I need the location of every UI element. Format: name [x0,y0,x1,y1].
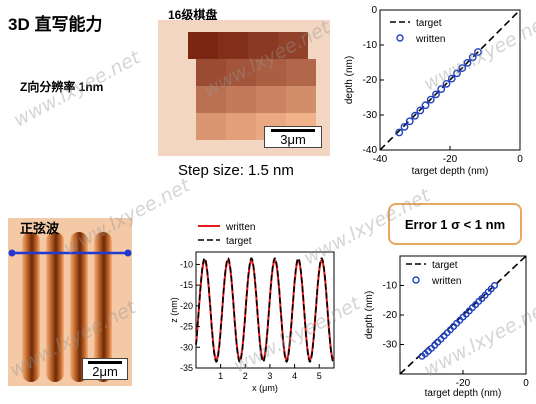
written-point [432,90,440,99]
sine-ridge [70,232,88,382]
checker-cell [196,59,226,86]
y-tick-label: -20 [180,301,193,311]
y-axis-label: z (nm) [169,297,179,323]
x-tick-label: 0 [523,378,529,389]
legend-target-label: target [432,260,458,271]
y-axis-label: depth (nm) [364,291,375,339]
x-tick-label: 5 [317,371,322,381]
x-tick-label: 1 [218,371,223,381]
sine-ridge [46,232,64,382]
x-tick-label: -40 [373,154,388,165]
step-size-label: Step size: 1.5 nm [178,162,294,179]
y-tick-label: 0 [371,5,377,16]
x-tick-label: 2 [243,371,248,381]
y-tick-label: -40 [363,145,378,156]
y-axis-label: depth (nm) [344,56,355,104]
y-tick-label: -25 [180,322,193,332]
x-axis-label: target depth (nm) [412,166,489,177]
legend-written-label: written [431,276,461,287]
bottom-depth-chart: -20 0 -30 -20 -10 target depth (nm) depth (nm)… [364,255,529,399]
written-point [405,117,414,126]
sine-label: 正弦波 [20,221,60,236]
checker-cell [196,113,226,140]
x-tick-label: 0 [517,154,523,165]
legend-written-swatch [412,276,420,284]
x-tick-label: -20 [456,378,471,389]
sine-scale-bar: 2μm [82,358,128,380]
written-point [442,79,451,88]
y-tick-label: -10 [383,281,398,292]
y-tick-label: -35 [180,363,193,373]
y-tick-label: -30 [180,342,193,352]
legend-target-label: target [226,236,252,247]
written-point [474,48,482,56]
checker-cell [226,59,256,86]
x-axis-label: target depth (nm) [425,388,502,399]
written-point [468,53,477,62]
sine-ridge [22,232,40,382]
written-point [426,95,435,104]
checker-cell [196,86,226,113]
legend-written-swatch [396,34,404,42]
profile-line-start [8,249,16,257]
x-tick-label: -20 [443,154,458,165]
checker-cell [286,59,316,86]
x-tick-label: 4 [292,371,297,381]
written-point [453,69,461,78]
written-point [447,74,456,83]
checker-cell [226,113,256,140]
checker-cell [256,59,286,86]
written-point [400,123,409,131]
checkerboard-caption: 16级棋盘 [168,8,218,22]
plot-frame [195,251,335,369]
written-point [437,85,446,94]
y-tick-label: -10 [363,40,378,51]
checker-cell [286,86,316,113]
y-tick-label: -20 [363,75,378,86]
sine-ridge [94,232,112,382]
written-point [411,111,419,120]
top-depth-chart: -40 -20 0 -40 -30 -20 -10 0 target depth (nm) dep… [344,5,523,177]
checkerboard-image: 3μm [158,20,330,156]
legend-written-label: written [415,34,445,45]
checker-cell [256,86,286,113]
written-point [395,128,404,137]
sine-ridges [22,232,112,382]
y-tick-label: -10 [180,259,193,269]
slide-title: 3D 直写能力 [8,15,103,34]
checkerboard-scale-line [271,129,315,132]
written-point [421,101,430,110]
y-tick-label: -15 [180,280,193,290]
sine-scale-line [88,361,122,364]
legend-written-label: written [225,222,255,233]
x-tick-label: 3 [267,371,272,381]
x-axis-label: x (μm) [252,383,278,393]
written-point [416,106,425,115]
written-point [458,64,467,72]
checker-cell [218,32,248,59]
y-tick-label: -20 [383,310,398,321]
checkerboard-scale-text: 3μm [280,131,306,147]
checkerboard-scale-bar: 3μm [264,126,322,148]
checker-cell [226,86,256,113]
sine-profile-chart: 1 2 3 4 5 -10 -15 -20 -25 -30 -35 x (μm) z (nm) writt… [169,222,335,393]
checkerboard-cells [188,32,316,140]
written-point [463,58,472,67]
y-tick-label: -30 [383,340,398,351]
z-resolution-label: Z向分辨率 1nm [20,80,104,94]
sine-image: 正弦波 2μm [8,218,132,386]
checker-cell [248,32,278,59]
legend-target-label: target [416,18,442,29]
sine-scale-text: 2μm [92,363,118,379]
profile-line-end [124,249,132,257]
y-tick-label: -30 [363,110,378,121]
written-point [490,282,498,290]
error-box: Error 1 σ < 1 nm [388,203,522,245]
checker-cell [278,32,308,59]
